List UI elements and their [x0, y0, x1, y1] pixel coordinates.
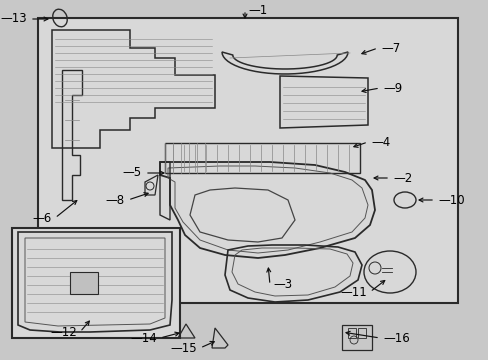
Bar: [341, 325, 371, 350]
Text: —9: —9: [382, 81, 402, 94]
Bar: [357, 328, 365, 338]
Text: —6: —6: [33, 211, 52, 225]
Bar: [164, 143, 359, 173]
Text: —7: —7: [380, 41, 400, 54]
Bar: [347, 328, 355, 338]
Bar: [12, 228, 180, 338]
Text: —4: —4: [370, 135, 389, 148]
Text: —15: —15: [170, 342, 197, 355]
Bar: [70, 272, 98, 294]
Text: —10: —10: [437, 194, 464, 207]
Text: —12: —12: [50, 325, 77, 338]
Text: —16: —16: [382, 332, 409, 345]
Bar: [38, 18, 457, 303]
Text: —5: —5: [122, 166, 142, 180]
Text: —11: —11: [340, 285, 366, 298]
Text: —14: —14: [130, 332, 157, 345]
Text: —2: —2: [392, 171, 411, 184]
Text: —13: —13: [0, 13, 27, 26]
Text: —3: —3: [272, 279, 291, 292]
Text: —1: —1: [247, 4, 267, 17]
Text: —8: —8: [106, 194, 125, 207]
